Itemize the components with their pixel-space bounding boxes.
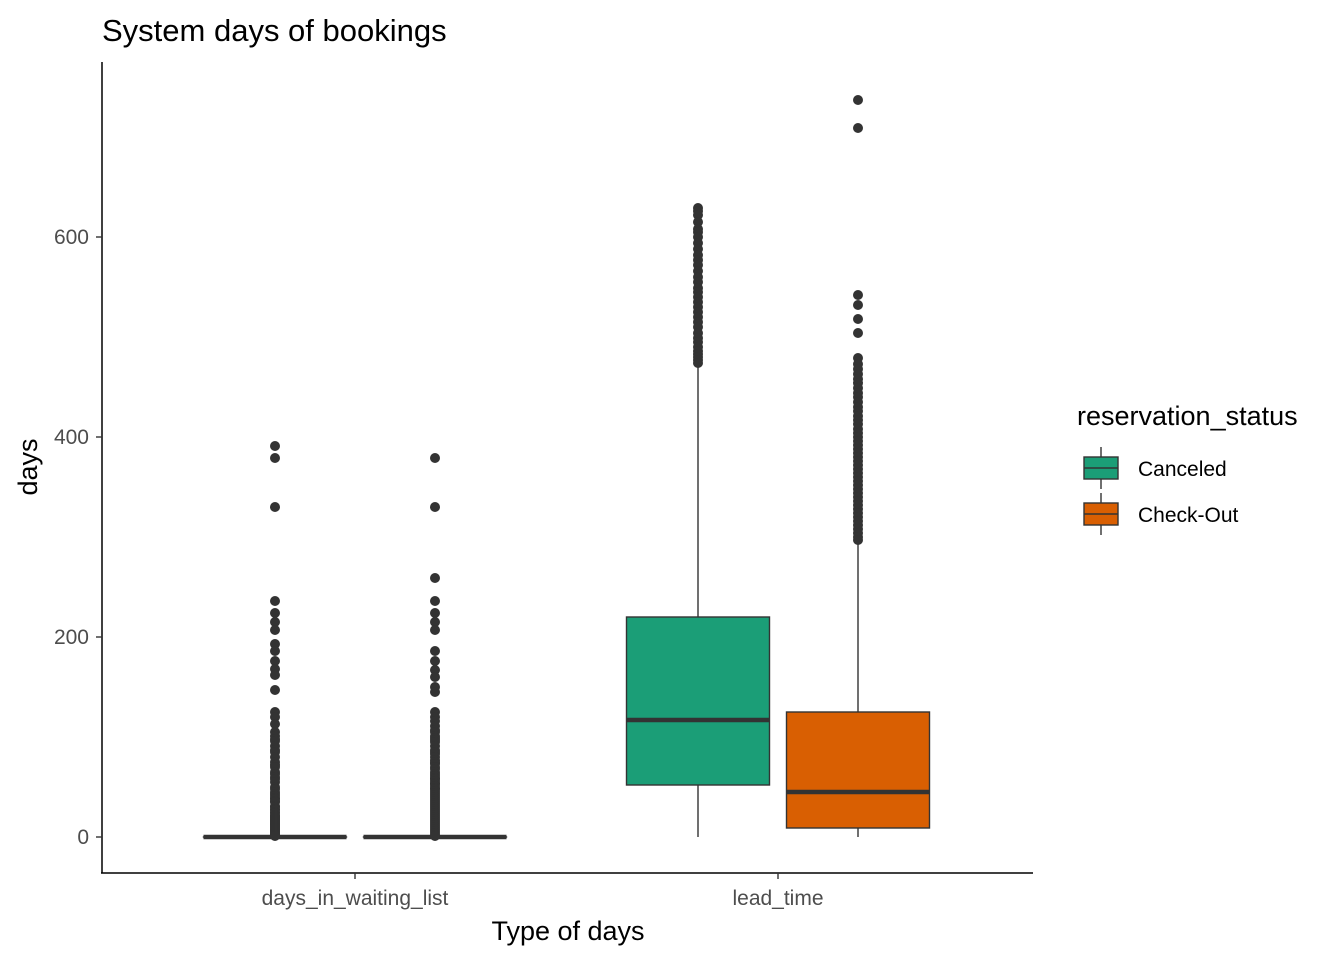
- y-tick-label: 200: [54, 626, 89, 649]
- outlier-point: [430, 687, 440, 697]
- outlier-point: [430, 831, 440, 841]
- box-body: [625, 616, 771, 786]
- x-tick-label: lead_time: [732, 887, 823, 910]
- legend: reservation_status Canceled Check-Out: [1077, 401, 1298, 535]
- outlier-point: [853, 314, 863, 324]
- outlier-point: [270, 441, 280, 451]
- box-check-out-lead_time: [785, 95, 931, 837]
- outlier-point: [270, 625, 280, 635]
- box-body: [785, 711, 931, 829]
- outlier-point: [270, 646, 280, 656]
- box-canceled-lead_time: [625, 203, 771, 837]
- y-axis-title: days: [13, 438, 43, 495]
- legend-title: reservation_status: [1077, 401, 1298, 431]
- outlier-point: [270, 670, 280, 680]
- outlier-point: [430, 617, 440, 627]
- outlier-point: [853, 290, 863, 300]
- outlier-point: [270, 831, 280, 841]
- x-axis-ticks: days_in_waiting_list lead_time: [262, 873, 824, 910]
- outlier-point: [270, 502, 280, 512]
- outlier-point: [430, 502, 440, 512]
- outlier-point: [270, 617, 280, 627]
- legend-key-canceled: [1083, 447, 1119, 489]
- outlier-point: [853, 328, 863, 338]
- outlier-point: [693, 210, 703, 220]
- outlier-point: [430, 646, 440, 656]
- outlier-point: [430, 453, 440, 463]
- outlier-point: [270, 608, 280, 618]
- outlier-point: [270, 712, 280, 722]
- outlier-point: [430, 625, 440, 635]
- box-check-out-days_in_waiting_list: [362, 453, 508, 841]
- outlier-point: [270, 453, 280, 463]
- outlier-point: [853, 300, 863, 310]
- outlier-point: [270, 656, 280, 666]
- y-axis-ticks: 0 200 400 600: [54, 226, 102, 849]
- outlier-point: [853, 535, 863, 545]
- outlier-point: [270, 719, 280, 729]
- legend-label: Canceled: [1138, 458, 1227, 481]
- outlier-point: [693, 358, 703, 368]
- x-axis-title: Type of days: [491, 916, 644, 946]
- x-tick-label: days_in_waiting_list: [262, 887, 449, 910]
- box-canceled-days_in_waiting_list: [202, 441, 348, 841]
- legend-key-check-out: [1083, 493, 1119, 535]
- outlier-point: [430, 656, 440, 666]
- outlier-point: [430, 672, 440, 682]
- outlier-point: [430, 573, 440, 583]
- outlier-point: [270, 685, 280, 695]
- outlier-point: [270, 596, 280, 606]
- outlier-point: [270, 639, 280, 649]
- plot-area: [202, 95, 931, 841]
- outlier-point: [430, 596, 440, 606]
- outlier-point: [430, 665, 440, 675]
- outlier-point: [693, 217, 703, 227]
- y-tick-label: 600: [54, 226, 89, 249]
- chart-title: System days of bookings: [102, 13, 447, 48]
- legend-label: Check-Out: [1138, 504, 1239, 527]
- y-tick-label: 400: [54, 426, 89, 449]
- outlier-point: [853, 95, 863, 105]
- outlier-point: [430, 608, 440, 618]
- outlier-point: [853, 123, 863, 133]
- y-tick-label: 0: [77, 826, 89, 849]
